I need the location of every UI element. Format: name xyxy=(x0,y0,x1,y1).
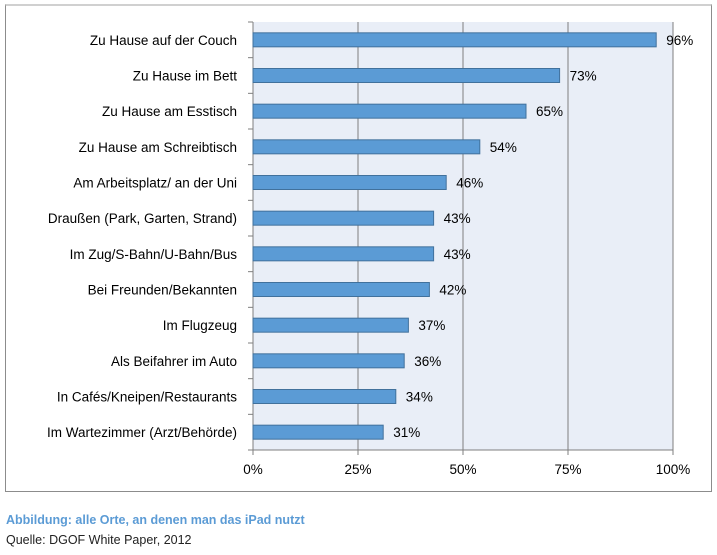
x-tick-label: 25% xyxy=(344,462,371,477)
chart-frame xyxy=(5,4,712,492)
data-label: 65% xyxy=(536,104,563,119)
x-tick-label: 0% xyxy=(243,462,263,477)
category-label: Als Beifahrer im Auto xyxy=(111,354,237,369)
bar xyxy=(252,139,481,155)
category-label: Draußen (Park, Garten, Strand) xyxy=(48,211,237,226)
category-label: Zu Hause am Esstisch xyxy=(102,104,237,119)
bar xyxy=(252,32,657,48)
bar xyxy=(252,389,397,404)
data-label: 73% xyxy=(570,69,597,84)
data-label: 31% xyxy=(393,425,420,440)
x-tick-label: 100% xyxy=(656,462,691,477)
data-label: 96% xyxy=(666,33,693,48)
bar xyxy=(252,246,435,262)
x-tick-label: 50% xyxy=(449,462,476,477)
bar xyxy=(252,317,409,333)
bar xyxy=(252,424,384,440)
category-label: Zu Hause am Schreibtisch xyxy=(79,140,237,155)
bar xyxy=(252,282,430,297)
data-label: 43% xyxy=(444,247,471,262)
figure-caption: Abbildung: alle Orte, an denen man das i… xyxy=(6,513,305,527)
bar-chart: 0% 25% 50% 75% 100% 96% Zu Hause auf der Couch… xyxy=(47,21,693,477)
bar xyxy=(252,68,561,83)
data-label: 43% xyxy=(444,211,471,226)
category-label: Im Zug/S-Bahn/U-Bahn/Bus xyxy=(70,247,238,262)
category-label: Zu Hause auf der Couch xyxy=(90,33,237,48)
data-label: 34% xyxy=(406,390,433,405)
data-label: 54% xyxy=(490,140,517,155)
bar xyxy=(252,210,435,226)
x-tick-label: 75% xyxy=(554,462,581,477)
data-label: 42% xyxy=(439,283,466,298)
category-label: Zu Hause im Bett xyxy=(133,69,238,84)
category-label: Im Flugzeug xyxy=(163,318,237,333)
category-label: Am Arbeitsplatz/ an der Uni xyxy=(73,176,237,191)
figure-source: Quelle: DGOF White Paper, 2012 xyxy=(6,533,192,547)
category-label: Im Wartezimmer (Arzt/Behörde) xyxy=(47,425,237,440)
data-label: 46% xyxy=(456,176,483,191)
data-label: 36% xyxy=(414,354,441,369)
data-label: 37% xyxy=(418,318,445,333)
bar xyxy=(252,175,447,190)
bar xyxy=(252,103,527,119)
bar xyxy=(252,353,405,369)
category-label: Bei Freunden/Bekannten xyxy=(88,283,237,298)
category-label: In Cafés/Kneipen/Restaurants xyxy=(57,390,237,405)
